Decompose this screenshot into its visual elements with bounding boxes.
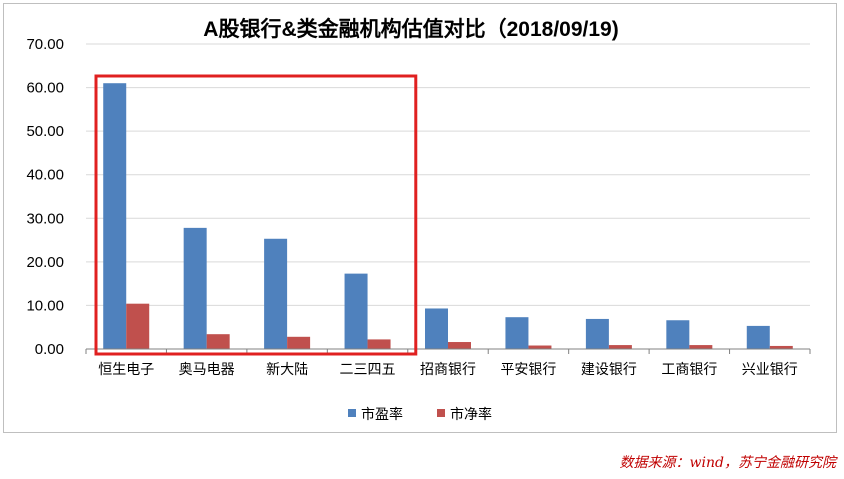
y-tick-label: 10.00 bbox=[26, 297, 64, 314]
y-tick-label: 0.00 bbox=[35, 341, 64, 358]
bar-pb bbox=[608, 345, 632, 349]
x-tick-label: 二三四五 bbox=[340, 362, 396, 378]
bar-pb bbox=[287, 336, 311, 349]
legend-swatch bbox=[437, 409, 445, 417]
bar-pe bbox=[585, 318, 609, 349]
bar-pe bbox=[505, 317, 529, 349]
bars bbox=[103, 83, 793, 349]
bar-pe bbox=[183, 227, 207, 349]
y-tick-label: 70.00 bbox=[26, 36, 64, 53]
legend-label: 市净率 bbox=[450, 406, 492, 423]
x-tick-label: 建设银行 bbox=[581, 362, 637, 378]
legend-label: 市盈率 bbox=[361, 406, 403, 423]
y-tick-label: 40.00 bbox=[26, 167, 64, 184]
bar-pe bbox=[425, 308, 448, 349]
bar-pe bbox=[666, 320, 690, 349]
bar-pb bbox=[126, 303, 150, 349]
bar-pe bbox=[746, 325, 770, 349]
bar-pb bbox=[448, 342, 471, 349]
bar-pe bbox=[344, 273, 368, 349]
y-axis: 0.00 10.00 20.00 30.00 40.00 50.00 60.00 70.00 bbox=[26, 36, 64, 358]
bar-pe bbox=[103, 83, 127, 349]
source-note: 数据来源：wind，苏宁金融研究院 bbox=[619, 455, 836, 471]
x-tick-labels: 恒生电子 奥马电器 新大陆 二三四五 招商银行 平安银行 建设银行 工商银行 兴业银行 bbox=[98, 361, 798, 378]
bar-pb bbox=[689, 345, 713, 349]
x-tick-label: 恒生电子 bbox=[98, 362, 154, 378]
x-tick-label: 兴业银行 bbox=[742, 362, 798, 378]
y-tick-label: 20.00 bbox=[26, 254, 64, 271]
x-tick-label: 平安银行 bbox=[500, 362, 556, 378]
highlight-box bbox=[94, 74, 418, 356]
bar-pe bbox=[264, 238, 288, 349]
x-tick-label: 新大陆 bbox=[266, 362, 308, 378]
x-tick-label: 奥马电器 bbox=[179, 361, 235, 378]
x-tick-label: 招商银行 bbox=[420, 362, 476, 378]
chart-title: A股银行&类金融机构估值对比（2018/09/19) bbox=[203, 17, 618, 41]
bar-pb bbox=[769, 345, 793, 349]
y-tick-label: 60.00 bbox=[26, 80, 64, 97]
y-tick-label: 50.00 bbox=[26, 123, 64, 140]
legend-swatch bbox=[348, 409, 356, 417]
bar-pb bbox=[367, 339, 391, 349]
x-tick-label: 工商银行 bbox=[661, 362, 717, 378]
legend: 市盈率 市净率 bbox=[348, 406, 492, 423]
bar-pb bbox=[528, 345, 552, 349]
bar-pb bbox=[206, 334, 230, 349]
y-tick-label: 30.00 bbox=[26, 210, 64, 227]
